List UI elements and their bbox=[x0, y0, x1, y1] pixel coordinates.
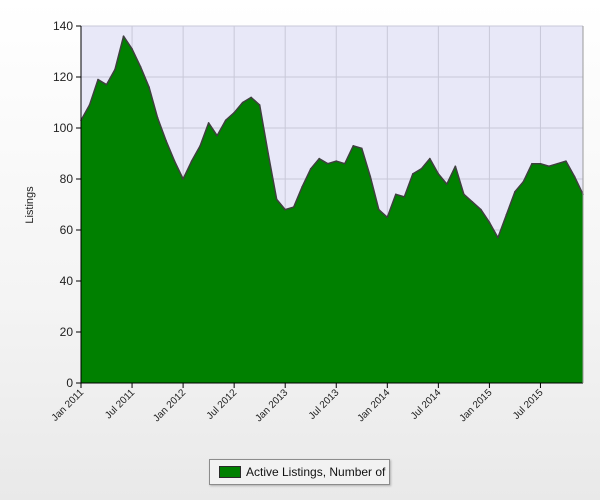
y-tick-label: 20 bbox=[60, 325, 74, 339]
data-point bbox=[505, 213, 508, 216]
data-point bbox=[497, 236, 499, 239]
data-point bbox=[284, 208, 287, 211]
x-tick-label: Jan 2012 bbox=[151, 387, 188, 424]
data-point bbox=[386, 216, 389, 219]
data-point bbox=[216, 134, 218, 137]
data-point bbox=[165, 139, 167, 142]
y-tick-label: 140 bbox=[53, 19, 73, 33]
data-point bbox=[403, 196, 406, 198]
data-point bbox=[173, 160, 176, 162]
legend-swatch bbox=[219, 466, 241, 478]
data-point bbox=[420, 168, 423, 170]
data-point bbox=[97, 78, 99, 81]
data-point bbox=[233, 111, 235, 114]
x-tick-label: Jan 2015 bbox=[458, 387, 495, 424]
series-line bbox=[80, 35, 584, 239]
data-point bbox=[156, 117, 159, 119]
data-point bbox=[250, 96, 252, 99]
data-point bbox=[531, 162, 533, 165]
data-point bbox=[241, 101, 244, 104]
data-point bbox=[335, 160, 338, 162]
data-point bbox=[360, 147, 363, 150]
x-tick-label: Jul 2014 bbox=[409, 387, 444, 422]
data-point bbox=[267, 152, 269, 155]
data-point bbox=[514, 190, 516, 193]
data-point bbox=[369, 175, 372, 178]
data-point bbox=[454, 165, 457, 168]
x-tick-label: Jan 2014 bbox=[356, 387, 393, 424]
data-point bbox=[148, 86, 150, 88]
data-point bbox=[139, 66, 142, 68]
x-tick-label: Jul 2012 bbox=[205, 387, 240, 422]
y-tick-label: 100 bbox=[53, 121, 73, 135]
data-point bbox=[309, 168, 312, 170]
data-point bbox=[378, 208, 380, 211]
y-tick-label: 120 bbox=[53, 70, 73, 84]
data-point bbox=[565, 160, 567, 162]
data-point bbox=[258, 104, 261, 106]
data-point bbox=[480, 208, 482, 211]
x-tick-label: Jul 2011 bbox=[103, 387, 137, 421]
data-point bbox=[463, 193, 465, 196]
data-point bbox=[114, 68, 116, 71]
data-point bbox=[446, 183, 448, 185]
data-point bbox=[488, 221, 491, 224]
data-point bbox=[275, 198, 278, 201]
data-point bbox=[548, 165, 550, 168]
series-area bbox=[81, 36, 583, 383]
x-tick-label: Jan 2013 bbox=[253, 387, 290, 424]
data-point bbox=[318, 157, 321, 160]
data-point bbox=[522, 180, 525, 183]
data-point bbox=[539, 162, 542, 165]
data-point bbox=[437, 173, 440, 175]
data-point bbox=[88, 104, 91, 106]
data-point bbox=[182, 178, 184, 180]
data-point bbox=[292, 206, 295, 208]
x-tick-label: Jul 2015 bbox=[511, 387, 546, 422]
data-point bbox=[343, 162, 346, 165]
data-point bbox=[395, 193, 397, 196]
y-axis-title: Listings bbox=[24, 186, 36, 224]
x-tick-label: Jul 2013 bbox=[307, 387, 342, 422]
data-point bbox=[301, 185, 304, 188]
data-point bbox=[429, 157, 431, 160]
series-area-layer bbox=[80, 35, 584, 383]
data-point bbox=[412, 173, 414, 175]
data-point bbox=[190, 160, 193, 162]
x-tick-label: Jan 2011 bbox=[50, 387, 87, 424]
data-point bbox=[207, 122, 210, 124]
data-point bbox=[556, 162, 559, 165]
data-point bbox=[326, 162, 329, 165]
y-tick-label: 40 bbox=[60, 274, 74, 288]
legend: Active Listings, Number of bbox=[209, 459, 390, 485]
data-point bbox=[131, 48, 133, 50]
y-tick-label: 80 bbox=[60, 172, 74, 186]
legend-label: Active Listings, Number of bbox=[246, 465, 386, 479]
data-point bbox=[352, 145, 355, 147]
y-tick-label: 0 bbox=[66, 376, 73, 390]
data-point bbox=[573, 175, 576, 178]
data-point bbox=[471, 201, 474, 203]
data-point bbox=[105, 83, 108, 86]
data-point bbox=[122, 35, 125, 37]
data-point bbox=[224, 119, 227, 122]
y-tick-label: 60 bbox=[60, 223, 74, 237]
data-point bbox=[199, 145, 201, 147]
